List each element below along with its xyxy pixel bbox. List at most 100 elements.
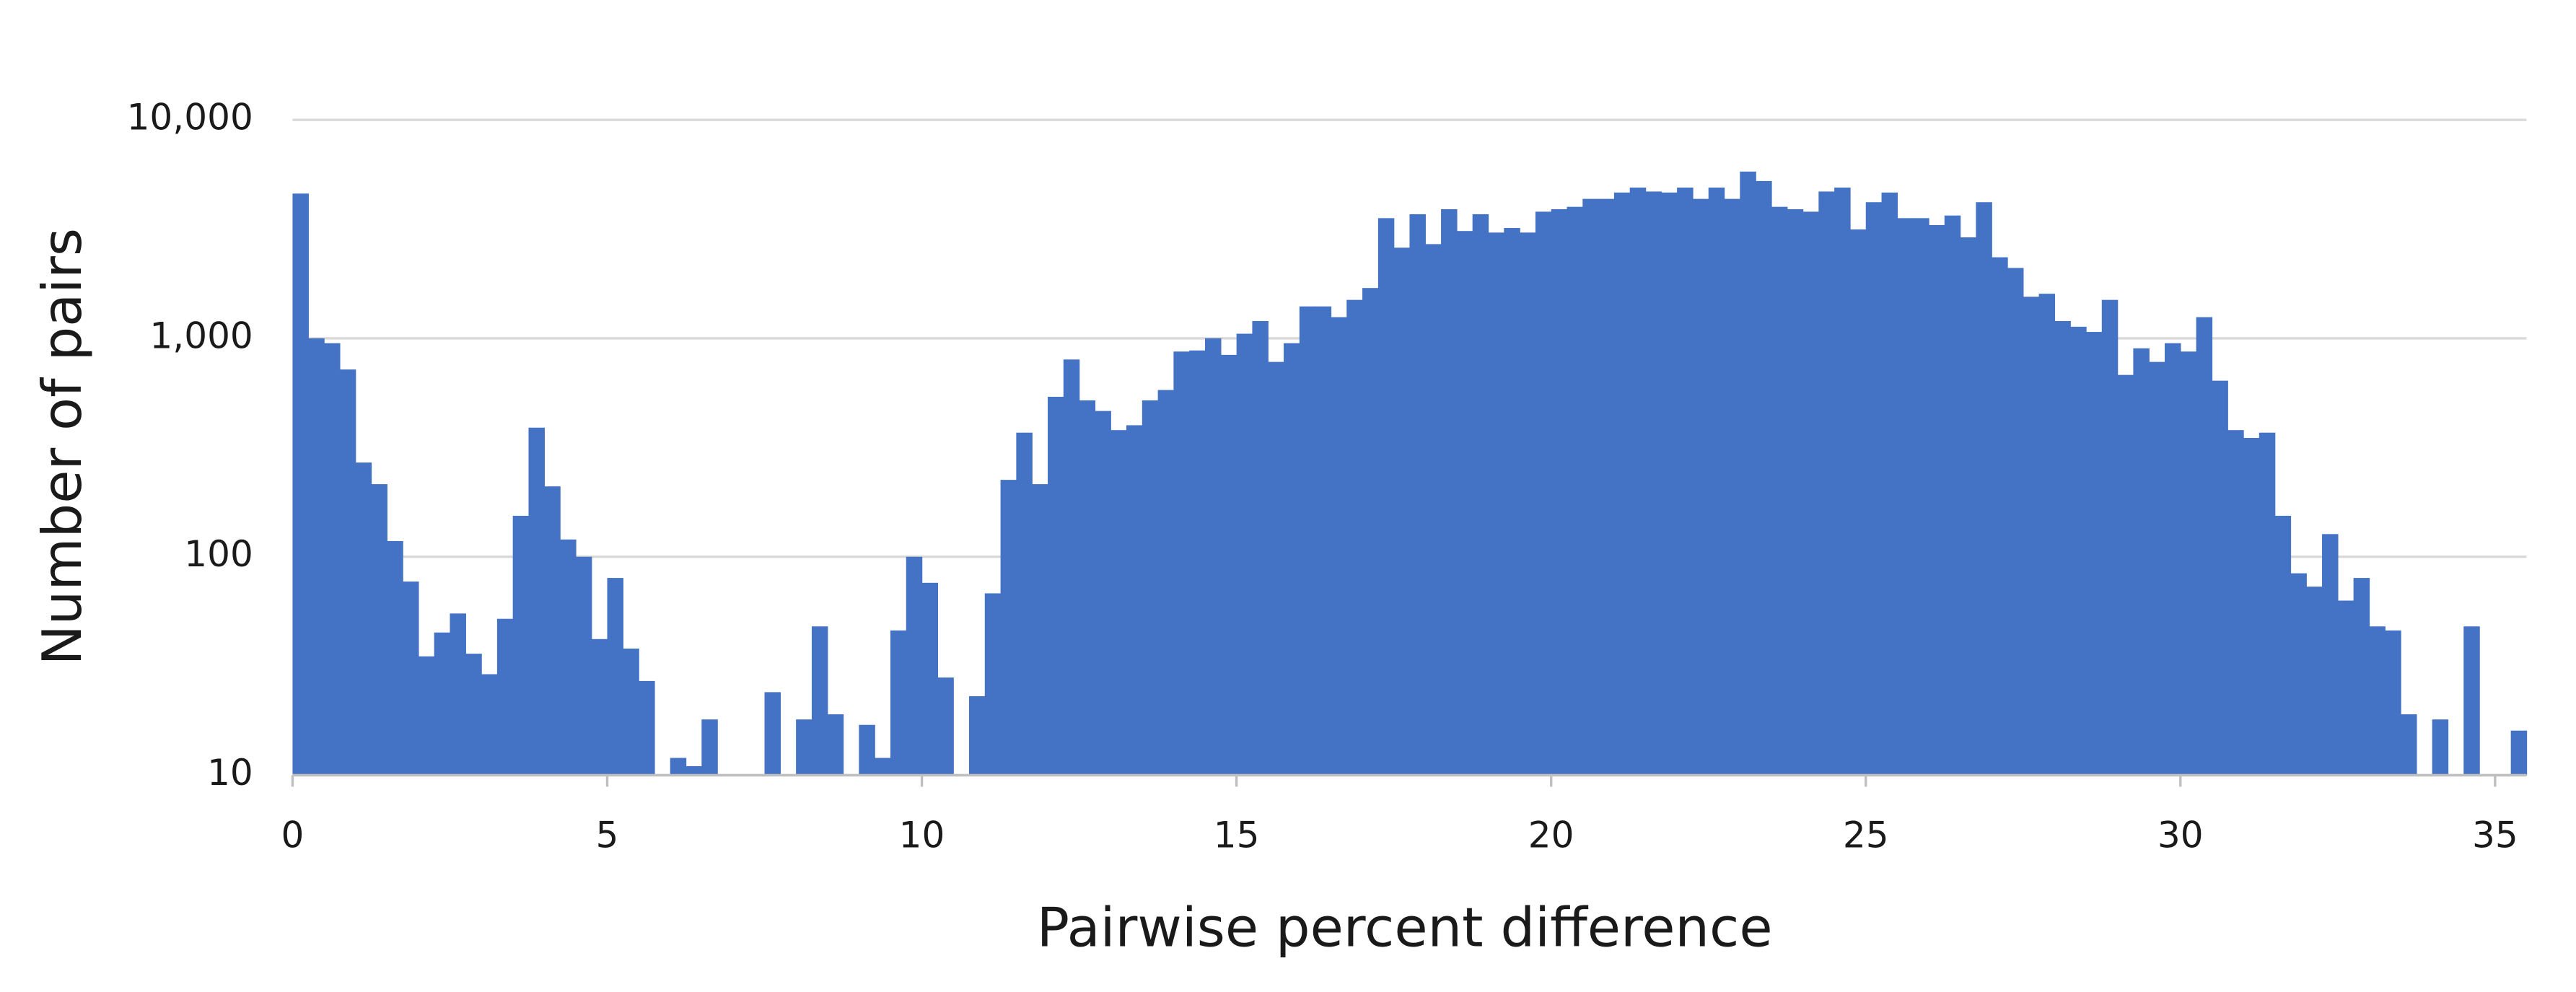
bar bbox=[1173, 351, 1190, 776]
bar bbox=[1315, 306, 1332, 776]
bar bbox=[1110, 430, 1127, 776]
bar bbox=[575, 556, 592, 776]
bar bbox=[1897, 218, 1914, 776]
bar bbox=[1865, 202, 1883, 776]
bar bbox=[1000, 480, 1017, 776]
bar bbox=[2070, 326, 2087, 776]
bar bbox=[1661, 192, 1678, 776]
bar bbox=[1142, 400, 1159, 776]
y-tick-label: 100 bbox=[184, 533, 253, 575]
bar bbox=[1063, 359, 1080, 776]
bar bbox=[1756, 180, 1772, 776]
bar bbox=[1944, 215, 1961, 776]
bar bbox=[1992, 257, 2008, 776]
bar bbox=[2054, 320, 2071, 776]
bar bbox=[1913, 218, 1929, 776]
y-tick-label: 1,000 bbox=[149, 315, 253, 356]
bar bbox=[339, 369, 356, 776]
bar bbox=[2510, 730, 2528, 776]
bar bbox=[827, 714, 844, 776]
bar bbox=[355, 462, 372, 776]
y-tick-label: 10,000 bbox=[127, 97, 253, 139]
bar bbox=[403, 581, 419, 776]
bar bbox=[2274, 515, 2292, 776]
x-tick-label: 30 bbox=[2157, 815, 2204, 856]
bar bbox=[607, 578, 623, 776]
x-tick-label: 10 bbox=[899, 815, 945, 856]
bar bbox=[2117, 374, 2134, 776]
bar bbox=[1472, 214, 1489, 776]
bar bbox=[921, 582, 939, 776]
bar bbox=[1456, 231, 1473, 776]
bar bbox=[1331, 317, 1347, 776]
bar bbox=[1960, 237, 1977, 776]
x-tick-label: 25 bbox=[1843, 815, 1889, 856]
bar bbox=[1976, 202, 1992, 776]
bar bbox=[1834, 187, 1851, 776]
y-tick-label: 10 bbox=[207, 752, 253, 794]
bar bbox=[1346, 299, 1363, 776]
bar bbox=[450, 613, 466, 776]
bar bbox=[1236, 333, 1253, 776]
bar bbox=[1613, 192, 1631, 776]
bar bbox=[1520, 232, 1536, 776]
bar bbox=[308, 338, 325, 776]
bar bbox=[1189, 350, 1206, 776]
bar bbox=[1645, 191, 1662, 776]
bar bbox=[670, 758, 687, 776]
bar bbox=[1220, 354, 1237, 776]
bar bbox=[2337, 600, 2354, 776]
bar bbox=[1441, 209, 1458, 776]
bar bbox=[1787, 209, 1804, 776]
bar bbox=[2038, 294, 2056, 776]
y-axis-label: Number of pairs bbox=[30, 228, 94, 665]
bar bbox=[1567, 206, 1583, 776]
bar bbox=[1126, 425, 1143, 776]
bar bbox=[1881, 192, 1898, 776]
bar bbox=[2212, 380, 2228, 776]
bar bbox=[984, 593, 1002, 776]
bar bbox=[2432, 719, 2449, 776]
bar bbox=[1016, 432, 1033, 776]
bar bbox=[1157, 390, 1175, 776]
bar bbox=[1551, 209, 1568, 776]
x-tick-label: 5 bbox=[596, 815, 619, 856]
bar bbox=[796, 719, 812, 776]
bar bbox=[2401, 714, 2417, 776]
x-tick-label: 35 bbox=[2472, 815, 2518, 856]
bar bbox=[1362, 288, 1379, 776]
bar bbox=[1393, 247, 1411, 776]
bar bbox=[1740, 171, 1756, 776]
bar bbox=[1377, 218, 1395, 776]
bar bbox=[875, 758, 891, 776]
bar bbox=[2023, 297, 2040, 776]
bar bbox=[1818, 191, 1835, 776]
bar bbox=[1095, 411, 1111, 776]
bar bbox=[1535, 211, 1552, 776]
bar bbox=[1488, 232, 1504, 776]
bar bbox=[1284, 343, 1300, 776]
bar bbox=[2259, 432, 2276, 776]
bar bbox=[701, 719, 718, 776]
bar bbox=[544, 486, 561, 776]
bar bbox=[1032, 484, 1048, 776]
bar bbox=[1299, 306, 1316, 776]
bar bbox=[371, 484, 387, 776]
bar bbox=[1504, 228, 1520, 776]
bar bbox=[639, 680, 655, 776]
bar bbox=[2180, 351, 2197, 776]
bar bbox=[1849, 229, 1867, 776]
bar bbox=[764, 692, 781, 776]
x-tick-label: 0 bbox=[281, 815, 305, 856]
bar bbox=[1771, 206, 1788, 776]
bar bbox=[1409, 214, 1426, 776]
bar bbox=[890, 630, 907, 776]
bar bbox=[2085, 332, 2103, 776]
bar bbox=[292, 193, 309, 776]
bar bbox=[1079, 400, 1096, 776]
bar bbox=[1928, 224, 1945, 776]
bar bbox=[2306, 587, 2323, 776]
bar bbox=[2227, 430, 2244, 776]
bar bbox=[528, 427, 545, 776]
